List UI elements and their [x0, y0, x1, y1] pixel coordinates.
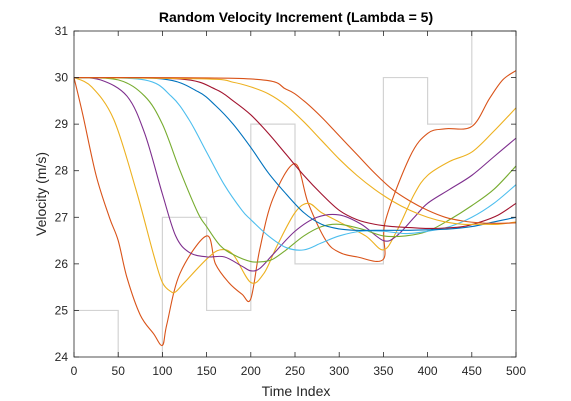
- chart-title: Random Velocity Increment (Lambda = 5): [159, 9, 433, 25]
- y-tick-label: 26: [55, 257, 69, 271]
- y-tick-label: 27: [55, 210, 69, 224]
- x-tick-label: 500: [506, 364, 526, 378]
- y-tick-label: 29: [55, 117, 69, 131]
- x-tick-label: 250: [285, 364, 305, 378]
- x-tick-label: 450: [462, 364, 482, 378]
- x-tick-label: 100: [152, 364, 172, 378]
- x-tick-label: 300: [329, 364, 349, 378]
- y-tick-label: 31: [55, 24, 69, 38]
- series-line-3: [73, 77, 517, 272]
- series-line-2: [73, 77, 517, 294]
- x-tick-label: 0: [71, 364, 78, 378]
- x-tick-label: 200: [241, 364, 261, 378]
- y-tick-label: 30: [55, 71, 69, 85]
- x-tick-label: 150: [197, 364, 217, 378]
- x-tick-label: 350: [373, 364, 393, 378]
- y-tick-label: 25: [55, 303, 69, 317]
- series-line-6: [73, 76, 517, 231]
- axes-layer: 0 50 100 150 200 250 300 350 400 450 500 24 25 26 27 28…: [55, 24, 527, 378]
- series-line-1: [73, 70, 517, 347]
- series-line-8: [73, 77, 517, 225]
- x-axis-label: Time Index: [262, 383, 331, 399]
- y-axis-label: Velocity (m/s): [33, 152, 49, 236]
- y-tick-label: 24: [55, 350, 69, 364]
- series-line-7: [73, 77, 517, 230]
- x-tick-label: 50: [112, 364, 126, 378]
- series-line-9: [73, 77, 517, 224]
- y-tick-label: 28: [55, 164, 69, 178]
- x-tick-label: 400: [418, 364, 438, 378]
